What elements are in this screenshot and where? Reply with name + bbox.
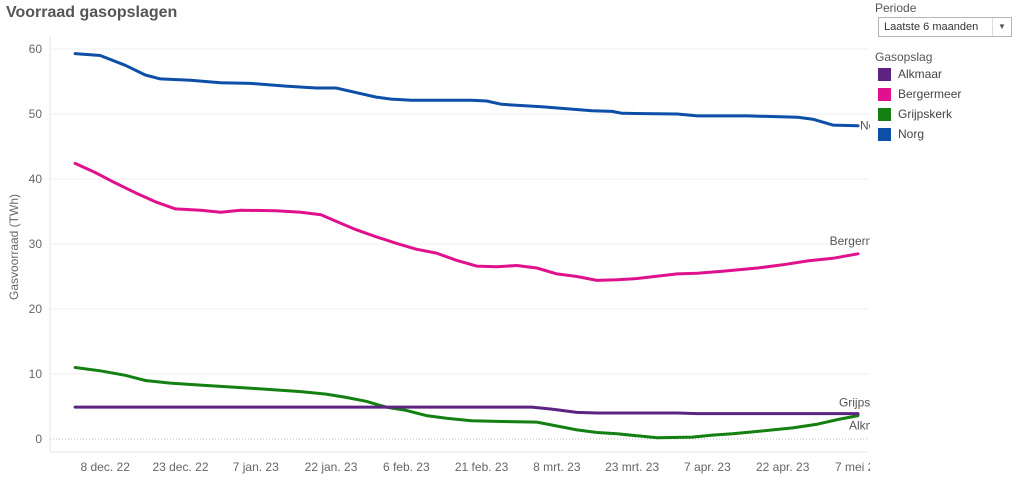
x-tick-label: 7 jan. 23 [233, 460, 279, 474]
period-select-value: Laatste 6 maanden [884, 21, 979, 33]
legend-label: Alkmaar [898, 67, 943, 81]
x-tick-label: 7 mei 23 [835, 460, 870, 474]
series-end-label: Grijpskerk [839, 396, 870, 410]
legend-label: Bergermeer [898, 87, 962, 101]
x-tick-label: 22 jan. 23 [305, 460, 358, 474]
x-tick-label: 7 apr. 23 [684, 460, 731, 474]
x-tick-label: 21 feb. 23 [455, 460, 509, 474]
period-select[interactable]: Laatste 6 maanden ▼ [878, 17, 1012, 37]
x-tick-labels: 8 dec. 22 23 dec. 22 7 jan. 23 22 jan. 23 6 … [81, 460, 870, 474]
legend-swatch [878, 87, 891, 101]
series-line-bergermeer[interactable] [73, 161, 860, 282]
chevron-down-icon[interactable]: ▼ [992, 18, 1011, 36]
legend-item-bergermeer[interactable]: Bergermeer [878, 86, 961, 102]
x-tick-label: 6 feb. 23 [383, 460, 430, 474]
legend-swatch [878, 67, 891, 81]
legend-label: Grijpskerk [898, 107, 953, 121]
y-axis-title: Gasvoorraad (TWh) [7, 194, 21, 300]
y-tick-label: 40 [29, 172, 43, 186]
y-tick-label: 20 [29, 302, 43, 316]
series-lines [73, 52, 860, 440]
y-tick-label: 10 [29, 367, 43, 381]
legend-item-norg[interactable]: Norg [878, 126, 924, 142]
series-end-labels: Norg Bergermeer Grijpskerk Alkmaar [830, 119, 870, 433]
legend-swatch [878, 127, 891, 141]
x-tick-label: 23 dec. 22 [152, 460, 208, 474]
series-end-label: Norg [860, 119, 870, 133]
legend-item-alkmaar[interactable]: Alkmaar [878, 66, 942, 82]
y-tick-label: 60 [29, 42, 43, 56]
x-tick-label: 23 mrt. 23 [605, 460, 659, 474]
legend-heading: Gasopslag [875, 50, 933, 64]
grid-lines [50, 48, 868, 440]
y-tick-label: 50 [29, 107, 43, 121]
chart-title: Voorraad gasopslagen [6, 4, 178, 21]
series-end-label: Bergermeer [830, 234, 870, 248]
x-tick-label: 22 apr. 23 [756, 460, 810, 474]
series-end-label: Alkmaar [849, 419, 870, 433]
legend-label: Norg [898, 127, 925, 141]
series-line-norg[interactable] [73, 52, 860, 128]
series-line-grijpskerk[interactable] [73, 366, 860, 440]
y-tick-labels: 0 10 20 30 40 50 60 [29, 42, 43, 446]
y-tick-label: 30 [29, 237, 43, 251]
line-chart: 0 10 20 30 40 50 60 8 dec. 22 23 dec. 22 7 jan. … [7, 36, 870, 474]
legend-swatch [878, 107, 891, 121]
period-heading: Periode [875, 1, 917, 15]
y-tick-label: 0 [35, 432, 42, 446]
legend-item-grijpskerk[interactable]: Grijpskerk [878, 106, 952, 122]
x-tick-label: 8 dec. 22 [81, 460, 131, 474]
series-line-alkmaar[interactable] [73, 405, 860, 416]
x-tick-label: 8 mrt. 23 [533, 460, 581, 474]
